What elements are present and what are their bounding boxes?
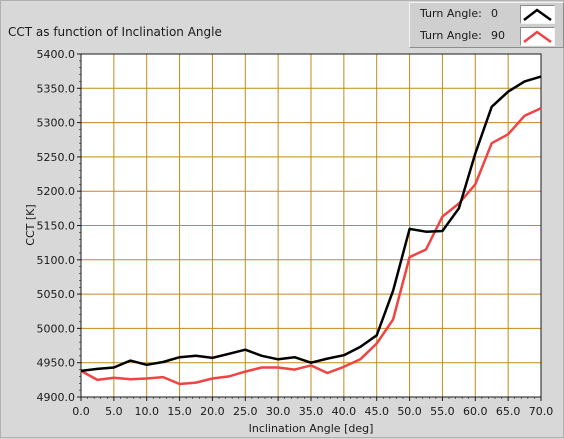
grid <box>80 53 542 398</box>
x-tick-label: 30.0 <box>266 405 291 418</box>
y-tick-label: 5350.0 <box>37 82 76 95</box>
x-axis-ticks: 0.0 5.0 10.0 15.0 20.0 25.0 30.0 35.0 40.0 45.0 50… <box>72 397 553 418</box>
x-tick-label: 55.0 <box>430 405 455 418</box>
x-tick-label: 50.0 <box>397 405 422 418</box>
x-tick-label: 20.0 <box>200 405 225 418</box>
x-tick-label: 15.0 <box>167 405 192 418</box>
y-axis-ticks: 4900.0 4950.0 5000.0 5050.0 5100.0 5150.0 5200… <box>37 48 81 404</box>
x-tick-label: 60.0 <box>463 405 488 418</box>
x-tick-label: 35.0 <box>299 405 324 418</box>
x-tick-label: 65.0 <box>496 405 521 418</box>
y-tick-label: 5400.0 <box>37 48 76 61</box>
x-tick-label: 45.0 <box>364 405 389 418</box>
legend-swatch-0[interactable] <box>520 5 555 24</box>
y-tick-label: 4950.0 <box>37 357 76 370</box>
series-lines <box>80 75 542 386</box>
legend-line-0 <box>523 8 552 22</box>
x-tick-label: 0.0 <box>72 405 90 418</box>
y-tick-label: 5050.0 <box>37 288 76 301</box>
chart-title: CCT as function of Inclination Angle <box>8 25 222 39</box>
legend-line-0-mark <box>523 8 552 22</box>
x-tick-label: 25.0 <box>233 405 258 418</box>
legend-label: Turn Angle: <box>420 29 482 42</box>
y-tick-label: 5150.0 <box>37 220 76 233</box>
legend-line-1 <box>523 30 552 44</box>
legend-item-1[interactable]: Turn Angle: 90 <box>410 26 563 47</box>
y-tick-label: 5100.0 <box>37 254 76 267</box>
legend-item-0[interactable]: Turn Angle: 0 <box>410 4 563 25</box>
x-tick-label: 40.0 <box>332 405 357 418</box>
y-tick-label: 5000.0 <box>37 322 76 335</box>
legend-value: 0 <box>491 7 498 20</box>
legend-swatch-1[interactable] <box>520 27 555 46</box>
legend[interactable]: Turn Angle: 0 Turn Angle: 90 <box>409 2 564 48</box>
series-line-90 <box>80 107 542 386</box>
y-tick-label: 5200.0 <box>37 185 76 198</box>
y-axis-label: CCT [K] <box>24 204 37 245</box>
x-axis-label: Inclination Angle [deg] <box>249 422 374 435</box>
x-tick-label: 10.0 <box>134 405 159 418</box>
series-line-0 <box>80 75 542 373</box>
legend-line-1-mark <box>523 30 552 44</box>
x-tick-label: 70.0 <box>529 405 554 418</box>
y-tick-label: 5300.0 <box>37 117 76 130</box>
y-tick-label: 5250.0 <box>37 151 76 164</box>
legend-label: Turn Angle: <box>420 7 482 20</box>
legend-value: 90 <box>491 29 505 42</box>
y-tick-label: 4900.0 <box>37 391 76 404</box>
x-tick-label: 5.0 <box>105 405 123 418</box>
